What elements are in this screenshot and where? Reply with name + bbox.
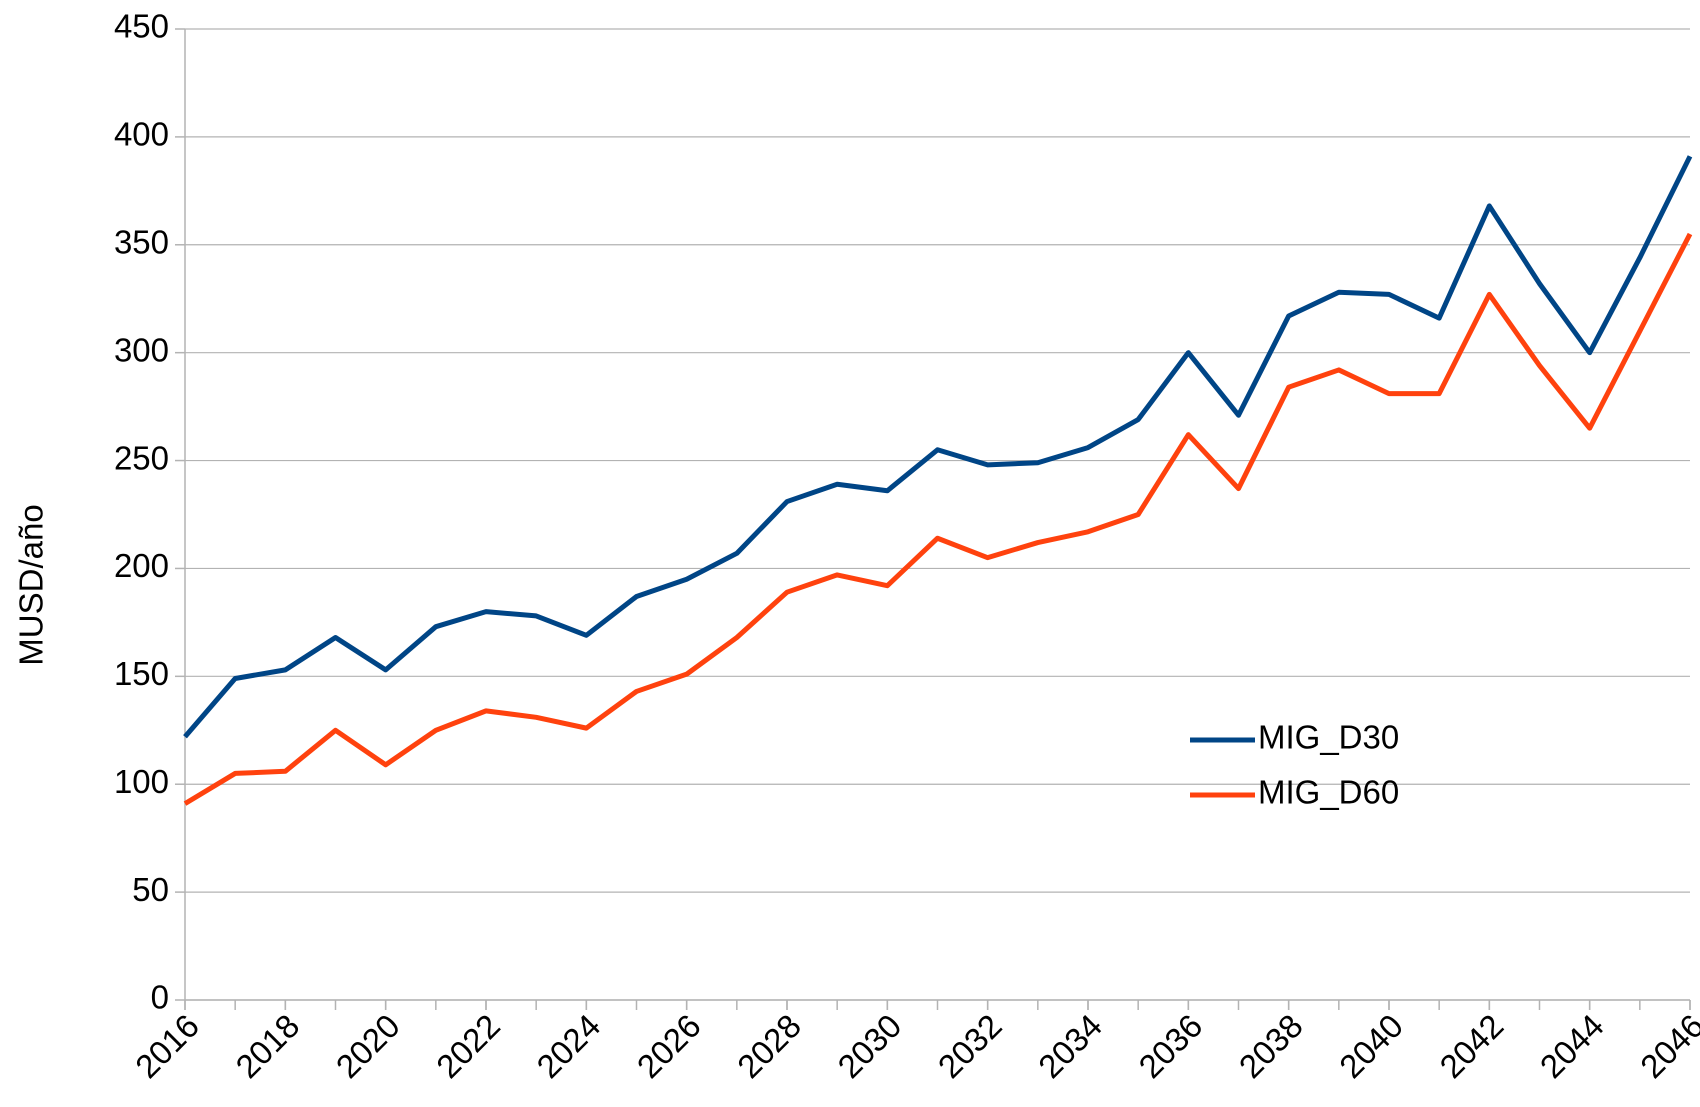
y-tick-label: 0: [151, 979, 169, 1016]
x-tick-label: 2028: [730, 1007, 808, 1085]
y-tick-label: 300: [114, 331, 169, 368]
y-axis-label: MUSD/año: [13, 504, 50, 665]
x-tick-label: 2032: [931, 1007, 1009, 1085]
line-series: [183, 232, 1693, 806]
x-tick-label: 2036: [1131, 1007, 1209, 1085]
x-tick-label: 2016: [128, 1007, 206, 1085]
x-tick-label: 2044: [1533, 1007, 1611, 1085]
x-tick-label: 2042: [1432, 1007, 1510, 1085]
y-tick-label: 450: [114, 8, 169, 45]
y-tick-label: 100: [114, 763, 169, 800]
y-tick-label: 400: [114, 116, 169, 153]
y-tick-label: 150: [114, 655, 169, 692]
x-tick-label: 2038: [1232, 1007, 1310, 1085]
legend-label: MIG_D30: [1258, 719, 1399, 756]
x-tick-label: 2020: [329, 1007, 407, 1085]
x-tick-label: 2024: [529, 1007, 607, 1085]
x-tick-label: 2022: [429, 1007, 507, 1085]
y-tick-label: 50: [132, 871, 169, 908]
legend-label: MIG_D60: [1258, 774, 1399, 811]
y-tick-label: 350: [114, 223, 169, 260]
x-tick-label: 2046: [1633, 1007, 1700, 1085]
y-tick-label: 250: [114, 439, 169, 476]
x-tick-label: 2018: [228, 1007, 306, 1085]
line-series: [183, 155, 1693, 739]
y-tick-label: 200: [114, 547, 169, 584]
x-tick-label: 2030: [830, 1007, 908, 1085]
x-tick-label: 2040: [1332, 1007, 1410, 1085]
x-tick-label: 2026: [630, 1007, 708, 1085]
x-tick-label: 2034: [1031, 1007, 1109, 1085]
